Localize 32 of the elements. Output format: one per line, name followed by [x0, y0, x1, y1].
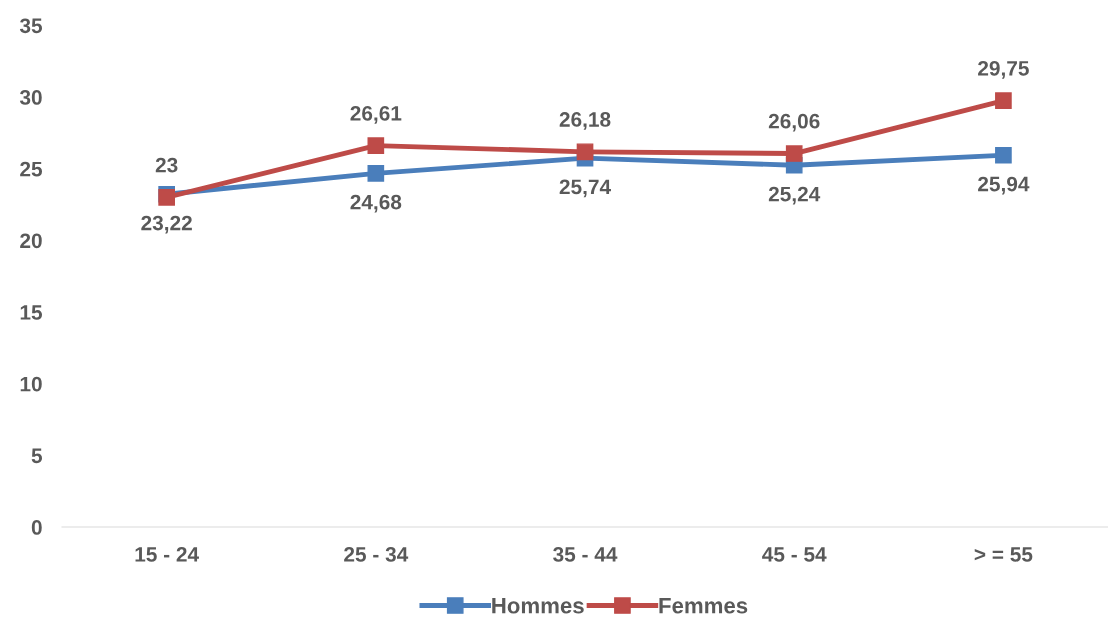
data-label: 25,94: [978, 176, 1030, 195]
data-label: 29,75: [978, 60, 1029, 79]
point: [785, 145, 803, 162]
point: [995, 92, 1012, 109]
legend-label: Femmes: [659, 598, 748, 614]
x-tick-label: > = 55: [974, 547, 1033, 562]
point: [367, 137, 385, 154]
data-label: 23: [155, 157, 178, 173]
x-tick-label: 45 - 54: [762, 547, 827, 562]
legend-label: Hommes: [492, 598, 584, 614]
data-label: 26,61: [350, 105, 402, 124]
point: [367, 164, 385, 182]
point: [158, 189, 175, 206]
y-tick-label: 20: [20, 233, 42, 249]
data-label: 23,22: [141, 215, 192, 234]
point: [995, 146, 1012, 164]
x-tick-label: 35 - 44: [553, 547, 618, 562]
y-tick-label: 10: [20, 376, 42, 392]
y-tick-label: 25: [20, 161, 43, 177]
y-tick-label: 0: [31, 520, 42, 535]
y-tick-label: 5: [31, 448, 43, 464]
y-tick-label: 15: [20, 305, 43, 320]
point: [576, 143, 594, 161]
data-label: 24,68: [350, 194, 402, 213]
data-label: 25,74: [559, 179, 611, 198]
y-tick-label: 35: [19, 18, 43, 34]
x-tick-label: 15 - 24: [135, 547, 199, 562]
data-label: 26,06: [768, 113, 820, 132]
x-tick-label: 25 - 34: [344, 547, 409, 562]
y-tick-label: 30: [19, 90, 42, 105]
data-label: 25,24: [768, 186, 821, 205]
data-label: 26,18: [559, 112, 611, 130]
